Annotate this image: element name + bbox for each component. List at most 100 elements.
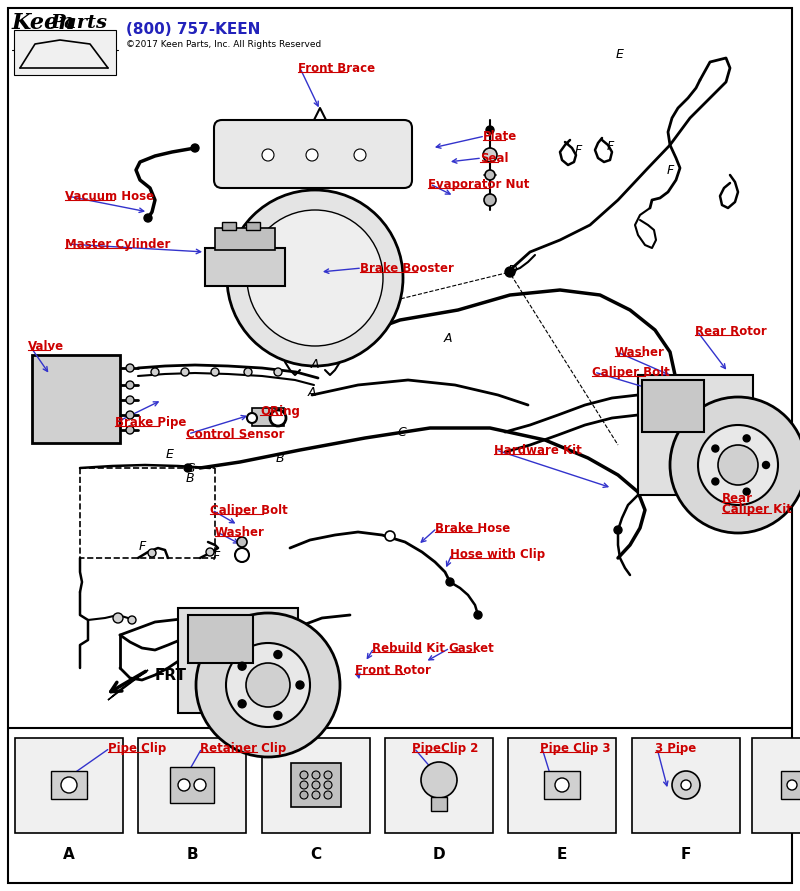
Text: Evaporator Nut: Evaporator Nut bbox=[428, 178, 530, 191]
Circle shape bbox=[324, 781, 332, 789]
Bar bbox=[781, 771, 800, 799]
Circle shape bbox=[712, 445, 719, 452]
Circle shape bbox=[698, 425, 778, 505]
Circle shape bbox=[126, 381, 134, 389]
Circle shape bbox=[484, 194, 496, 206]
Circle shape bbox=[324, 791, 332, 799]
Bar bbox=[638, 375, 753, 495]
Circle shape bbox=[262, 149, 274, 161]
Circle shape bbox=[306, 149, 318, 161]
Circle shape bbox=[247, 210, 383, 346]
Text: Plate: Plate bbox=[483, 130, 518, 143]
Text: A: A bbox=[63, 847, 75, 862]
Text: B: B bbox=[186, 471, 194, 485]
Circle shape bbox=[555, 778, 569, 792]
Bar bbox=[252, 408, 284, 426]
Text: Washer: Washer bbox=[215, 526, 265, 539]
Bar bbox=[632, 738, 740, 833]
Bar bbox=[15, 738, 123, 833]
Text: F: F bbox=[606, 140, 614, 152]
Bar bbox=[32, 355, 120, 443]
Bar bbox=[51, 771, 87, 799]
Circle shape bbox=[486, 126, 494, 134]
Text: C: C bbox=[398, 426, 406, 438]
Text: Seal: Seal bbox=[480, 152, 509, 165]
Bar bbox=[178, 608, 298, 713]
Bar bbox=[170, 767, 214, 803]
Circle shape bbox=[312, 771, 320, 779]
Text: C: C bbox=[310, 847, 322, 862]
Circle shape bbox=[238, 699, 246, 707]
Text: Brake Hose: Brake Hose bbox=[435, 522, 510, 535]
Text: B: B bbox=[276, 452, 284, 464]
Circle shape bbox=[151, 368, 159, 376]
Circle shape bbox=[670, 397, 800, 533]
Circle shape bbox=[505, 267, 515, 277]
Text: Caliper Bolt: Caliper Bolt bbox=[592, 366, 670, 379]
Text: A: A bbox=[444, 331, 452, 345]
Text: Pipe Clip: Pipe Clip bbox=[108, 742, 166, 755]
Text: E: E bbox=[557, 847, 567, 862]
Bar bbox=[752, 738, 800, 833]
Circle shape bbox=[274, 711, 282, 719]
Text: ORing: ORing bbox=[260, 405, 300, 418]
Text: A: A bbox=[310, 358, 319, 372]
Text: FRT: FRT bbox=[155, 668, 187, 683]
Circle shape bbox=[237, 537, 247, 547]
Text: Brake Booster: Brake Booster bbox=[360, 262, 454, 275]
FancyBboxPatch shape bbox=[214, 120, 412, 188]
Text: Rear Rotor: Rear Rotor bbox=[695, 325, 766, 338]
Circle shape bbox=[126, 426, 134, 434]
Circle shape bbox=[614, 526, 622, 534]
Circle shape bbox=[128, 616, 136, 624]
Circle shape bbox=[270, 410, 286, 426]
Text: PipeClip 2: PipeClip 2 bbox=[412, 742, 478, 755]
Bar bbox=[246, 222, 260, 230]
Bar bbox=[222, 222, 236, 230]
Circle shape bbox=[191, 144, 199, 152]
Text: Brake Pipe: Brake Pipe bbox=[115, 416, 186, 429]
Circle shape bbox=[274, 650, 282, 658]
Circle shape bbox=[296, 681, 304, 689]
Circle shape bbox=[238, 662, 246, 670]
Circle shape bbox=[196, 613, 340, 757]
Circle shape bbox=[653, 395, 667, 409]
Text: G: G bbox=[185, 462, 195, 475]
Text: A: A bbox=[308, 386, 316, 398]
Circle shape bbox=[743, 488, 750, 495]
Text: ©2017 Keen Parts, Inc. All Rights Reserved: ©2017 Keen Parts, Inc. All Rights Reserv… bbox=[126, 40, 322, 49]
Circle shape bbox=[274, 368, 282, 376]
Text: 3 Pipe: 3 Pipe bbox=[655, 742, 696, 755]
Bar bbox=[262, 738, 370, 833]
Bar bbox=[642, 380, 704, 432]
Text: F: F bbox=[212, 550, 220, 562]
Bar bbox=[544, 771, 580, 799]
Circle shape bbox=[446, 578, 454, 586]
Text: F: F bbox=[681, 847, 691, 862]
Text: (800) 757-KEEN: (800) 757-KEEN bbox=[126, 22, 260, 37]
Text: Parts: Parts bbox=[50, 14, 107, 32]
Bar bbox=[385, 738, 493, 833]
Circle shape bbox=[300, 791, 308, 799]
Text: D: D bbox=[507, 264, 517, 276]
Text: Front Rotor: Front Rotor bbox=[355, 664, 431, 677]
Circle shape bbox=[681, 780, 691, 790]
Text: Front Brace: Front Brace bbox=[298, 62, 375, 75]
Circle shape bbox=[300, 771, 308, 779]
Text: Rebuild Kit: Rebuild Kit bbox=[372, 642, 445, 655]
Circle shape bbox=[655, 385, 665, 395]
Circle shape bbox=[300, 781, 308, 789]
Text: F: F bbox=[574, 143, 582, 157]
Text: F: F bbox=[138, 539, 146, 552]
Circle shape bbox=[194, 779, 206, 791]
Circle shape bbox=[113, 613, 123, 623]
Circle shape bbox=[385, 531, 395, 541]
Text: Rear: Rear bbox=[722, 492, 753, 505]
Circle shape bbox=[227, 190, 403, 366]
Text: D: D bbox=[433, 847, 446, 862]
Bar bbox=[431, 797, 447, 811]
Circle shape bbox=[244, 368, 252, 376]
Circle shape bbox=[354, 149, 366, 161]
Circle shape bbox=[787, 780, 797, 790]
Bar bbox=[188, 615, 253, 663]
